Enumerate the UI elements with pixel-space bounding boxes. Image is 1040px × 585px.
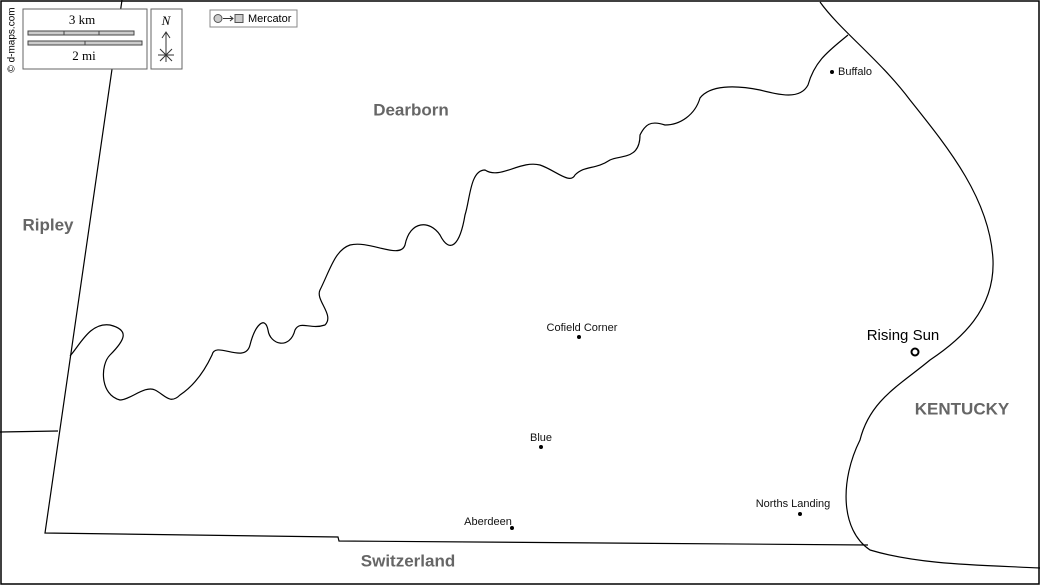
creek <box>69 34 849 401</box>
place-dot <box>539 445 543 449</box>
region-label: Dearborn <box>373 100 449 119</box>
scale-mi: 2 mi <box>72 48 96 63</box>
county-border <box>0 430 59 433</box>
place-label: Rising Sun <box>867 327 940 344</box>
place-dot <box>577 335 581 339</box>
scale-box <box>22 8 148 70</box>
ohio-river <box>819 1 1040 569</box>
north-arrow <box>158 31 174 62</box>
projection-icon <box>213 14 223 23</box>
town-marker <box>910 347 920 357</box>
scale-km: 3 km <box>69 12 95 27</box>
place-label: Norths Landing <box>756 498 831 510</box>
credit: © d-maps.com <box>7 7 18 72</box>
place-dot <box>830 70 834 74</box>
north-label: N <box>161 13 172 28</box>
region-label: Ripley <box>22 215 74 234</box>
projection-icon <box>234 14 244 23</box>
projection-box <box>209 9 298 28</box>
projection-label: Mercator <box>248 13 292 25</box>
region-label: KENTUCKY <box>915 399 1010 418</box>
place-dot <box>510 526 514 530</box>
place-label: Aberdeen <box>464 516 512 528</box>
scale-bar <box>27 30 135 36</box>
place-label: Blue <box>530 432 552 444</box>
place-dot <box>798 512 802 516</box>
place-label: Buffalo <box>838 66 872 78</box>
projection-icon <box>223 15 234 22</box>
region-label: Switzerland <box>361 551 455 570</box>
place-label: Cofield Corner <box>547 322 618 334</box>
